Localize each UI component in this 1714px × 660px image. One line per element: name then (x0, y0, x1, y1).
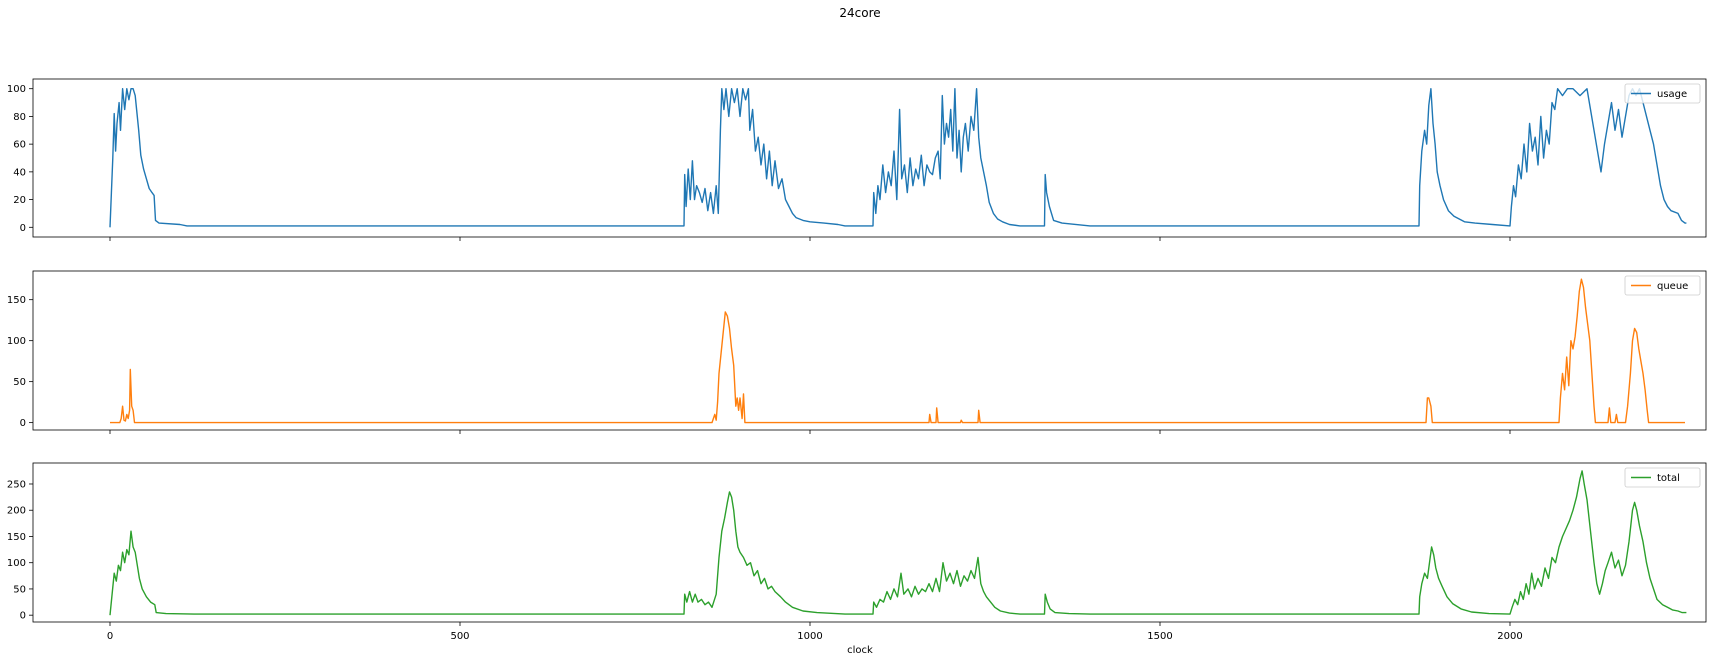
subplot-total: 0 50 100 150 200 250 0 500 1000 1500 2000 total (7, 462, 1707, 642)
y-tick-label: 100 (7, 558, 26, 569)
legend-label: total (1657, 473, 1680, 484)
legend-usage: usage (1624, 83, 1701, 104)
y-tick-label: 250 (7, 479, 26, 490)
axes-frame (32, 78, 1707, 238)
subplots: 0 20 40 60 80 100 usage 0 50 100 150 queue 0 50 100 150… (7, 78, 1707, 642)
legend-box (1624, 275, 1701, 296)
legend-box (1624, 467, 1701, 488)
y-tick-label: 50 (13, 377, 26, 388)
x-tick-label: 1500 (1147, 631, 1172, 642)
subplot-usage: 0 20 40 60 80 100 usage (7, 78, 1707, 241)
x-tick-label: 2000 (1497, 631, 1522, 642)
y-tick-label: 0 (20, 223, 26, 234)
legend-label: usage (1657, 89, 1687, 100)
legend-queue: queue (1624, 275, 1701, 296)
axes-frame (32, 462, 1707, 623)
y-tick-label: 150 (7, 295, 26, 306)
y-tick-label: 50 (13, 584, 26, 595)
subplot-queue: 0 50 100 150 queue (7, 270, 1707, 434)
y-tick-label: 200 (7, 506, 26, 517)
series-line-total (109, 470, 1687, 616)
y-tick-label: 150 (7, 532, 26, 543)
x-tick-label: 1000 (797, 631, 822, 642)
chart-title: 24core (839, 6, 880, 20)
y-tick-label: 100 (7, 336, 26, 347)
y-tick-label: 60 (13, 140, 26, 151)
y-tick-label: 40 (13, 167, 26, 178)
x-tick-label: 500 (450, 631, 469, 642)
y-tick-label: 0 (20, 611, 26, 622)
series-line-usage (109, 88, 1687, 228)
x-axis-label: clock (847, 645, 873, 656)
legend-box (1624, 83, 1701, 104)
x-tick-label: 0 (107, 631, 113, 642)
y-tick-label: 0 (20, 418, 26, 429)
y-tick-label: 100 (7, 84, 26, 95)
series-line-queue (110, 278, 1685, 424)
y-tick-label: 80 (13, 112, 26, 123)
y-tick-label: 20 (13, 195, 26, 206)
axes-frame (32, 270, 1707, 431)
legend-label: queue (1657, 281, 1688, 292)
legend-total: total (1624, 467, 1701, 488)
